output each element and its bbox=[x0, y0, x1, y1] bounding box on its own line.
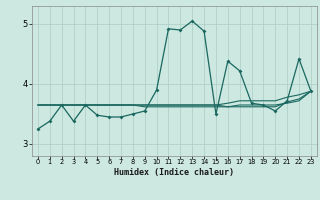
X-axis label: Humidex (Indice chaleur): Humidex (Indice chaleur) bbox=[115, 168, 234, 177]
